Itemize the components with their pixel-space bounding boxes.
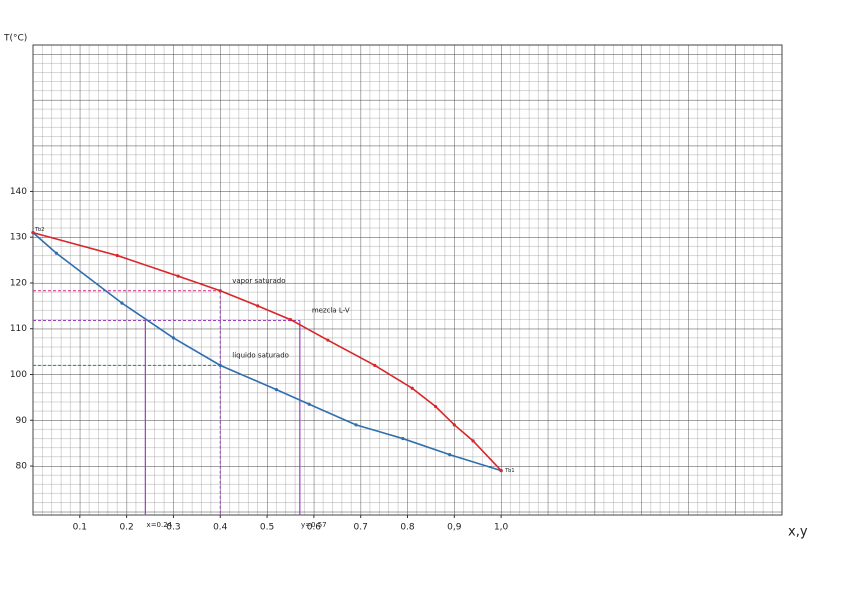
y-tick-label: 140 bbox=[10, 187, 27, 197]
data-point bbox=[471, 439, 475, 443]
x-mark-label: y=0.57 bbox=[301, 521, 327, 529]
data-point bbox=[433, 404, 438, 409]
data-point bbox=[307, 402, 311, 406]
y-tick-label: 90 bbox=[16, 416, 28, 426]
y-tick-label: 100 bbox=[10, 370, 27, 380]
data-point bbox=[256, 304, 260, 308]
x-tick-label: 0,9 bbox=[447, 523, 462, 533]
y-tick-label: 130 bbox=[10, 233, 27, 243]
y-tick-label: 120 bbox=[10, 278, 27, 288]
guide-label: vapor saturado bbox=[232, 277, 285, 285]
data-point bbox=[354, 423, 358, 427]
end-label: Tb1 bbox=[504, 468, 514, 474]
x-tick-label: 0.6 bbox=[307, 523, 322, 533]
data-point bbox=[176, 274, 180, 278]
x-axis-label: x,y bbox=[788, 525, 808, 540]
data-point bbox=[171, 336, 176, 340]
x-tick-label: 0.1 bbox=[73, 523, 87, 533]
data-point bbox=[31, 231, 35, 235]
data-point bbox=[326, 338, 330, 342]
graph-paper bbox=[32, 44, 783, 516]
data-point bbox=[218, 289, 222, 293]
data-point bbox=[218, 363, 222, 367]
data-point bbox=[373, 363, 377, 367]
x-tick-label: 0.3 bbox=[166, 523, 180, 533]
x-mark-label: x=0.24 bbox=[147, 521, 173, 529]
x-tick-label: 0.7 bbox=[354, 523, 368, 533]
guide-label: mezcla L-V bbox=[312, 307, 350, 315]
data-point bbox=[274, 388, 279, 392]
data-point bbox=[115, 253, 119, 258]
data-point bbox=[452, 423, 456, 427]
end-label: Tb2 bbox=[34, 227, 44, 233]
x-tick-label: 0.4 bbox=[213, 523, 228, 533]
data-point bbox=[120, 301, 124, 305]
data-point bbox=[499, 469, 503, 473]
y-tick-label: 80 bbox=[16, 462, 28, 472]
y-axis-label: T(°C) bbox=[3, 34, 27, 44]
x-tick-label: 0.8 bbox=[400, 523, 415, 533]
data-point bbox=[288, 317, 293, 322]
x-tick-label: 1,0 bbox=[494, 523, 509, 533]
x-tick-label: 0.2 bbox=[119, 523, 133, 533]
data-point bbox=[54, 251, 59, 255]
guide-label: líquido saturado bbox=[232, 351, 289, 359]
x-tick-label: 0.5 bbox=[260, 523, 274, 533]
y-tick-label: 110 bbox=[10, 324, 27, 334]
data-point bbox=[401, 436, 405, 441]
data-point bbox=[448, 452, 452, 457]
data-point bbox=[410, 386, 414, 390]
